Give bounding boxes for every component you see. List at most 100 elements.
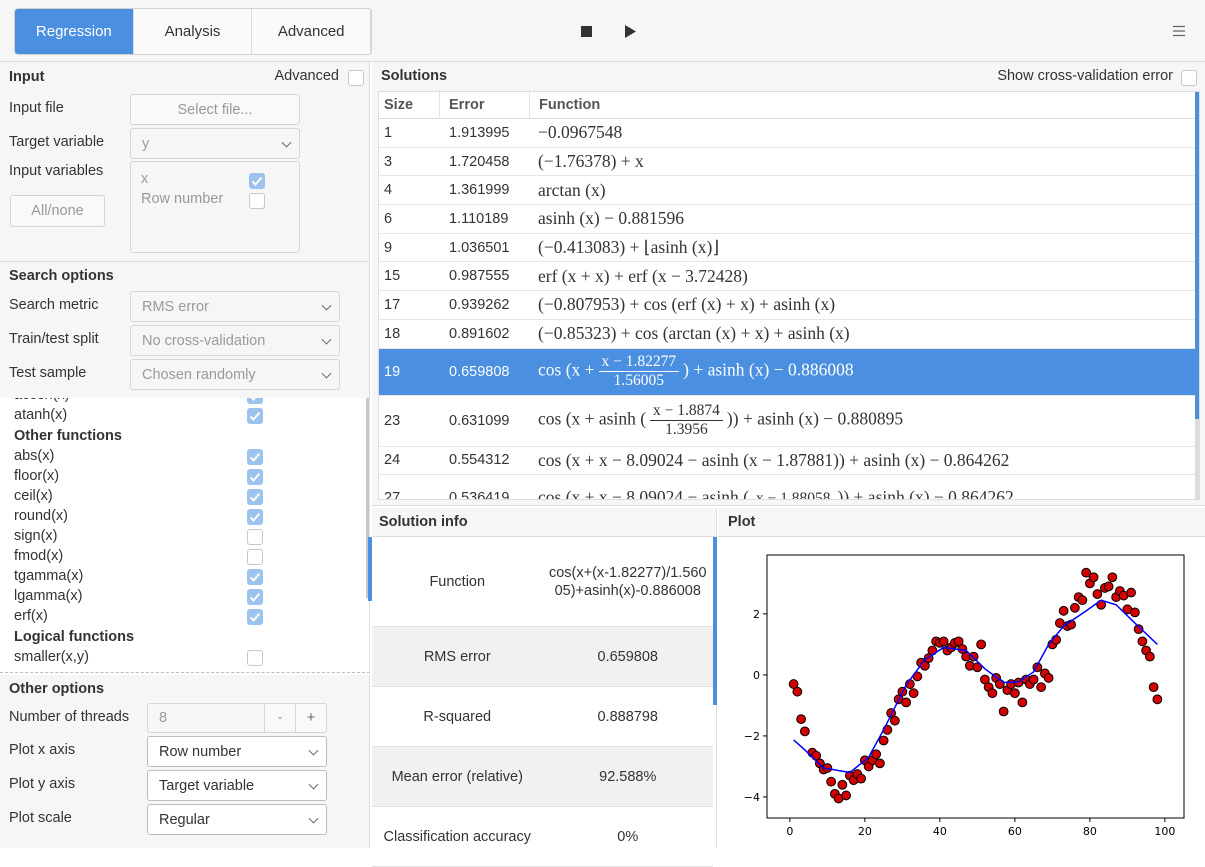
stop-icon[interactable] [581, 26, 592, 37]
all-none-button[interactable]: All/none [10, 195, 105, 227]
function-item: lgamma(x) [0, 587, 366, 607]
checkbox[interactable] [249, 193, 265, 209]
select-file-button[interactable]: Select file... [130, 94, 300, 125]
scrollbar[interactable] [366, 398, 369, 598]
checkbox[interactable] [247, 489, 263, 505]
error: 1.110189 [449, 210, 509, 227]
error: 0.631099 [449, 412, 510, 429]
solution-row[interactable]: 19 0.659808 cos (x + x − 1.82277 1.56005) + … [379, 348, 1195, 396]
function-name: floor(x) [14, 468, 60, 484]
error: 1.036501 [449, 239, 510, 256]
checkbox[interactable] [348, 70, 364, 87]
checkbox[interactable] [247, 509, 263, 525]
section-title: Other options [9, 681, 105, 697]
scrollbar[interactable] [713, 537, 717, 705]
error: 0.939262 [449, 296, 510, 313]
size: 1 [384, 124, 393, 141]
select[interactable]: Chosen randomly [130, 359, 340, 390]
select[interactable]: RMS error [130, 291, 340, 322]
solution-row[interactable]: 17 0.939262 (−0.807953) + cos (erf (x) + x… [379, 291, 1195, 320]
solution-row[interactable]: 24 0.554312 cos (x + x − 8.09024 − asinh (… [379, 447, 1195, 476]
toolbar: Regression Analysis Advanced [0, 0, 1205, 62]
decrement-button[interactable]: - [264, 703, 296, 733]
error: 0.987555 [449, 268, 510, 285]
increment-button[interactable]: + [295, 703, 327, 733]
select[interactable]: Regular [147, 804, 327, 835]
checkbox[interactable] [247, 569, 263, 585]
check-mark [249, 512, 261, 522]
check-icon [249, 592, 261, 602]
checkbox[interactable] [1181, 70, 1197, 87]
data-point [1088, 572, 1099, 583]
error: 1.720458 [449, 153, 510, 170]
target-select[interactable]: y [130, 128, 300, 159]
solution-row[interactable]: 23 0.631099 cos (x + asinh (x − 1.8874 1.39… [379, 396, 1195, 447]
column-header: Size [384, 97, 414, 113]
data-point [1107, 572, 1118, 583]
checkbox[interactable] [247, 449, 263, 465]
select[interactable]: Row number [147, 736, 327, 767]
solution-row[interactable]: 1 1.913995 −0.0967548 [379, 119, 1195, 148]
data-point [826, 776, 837, 787]
section-title: Search options [9, 268, 114, 284]
scrollbar[interactable] [368, 537, 372, 601]
table-header: Size Error Function [379, 92, 1195, 119]
x-tick-label: 60 [1008, 825, 1022, 838]
checkbox[interactable] [247, 650, 263, 666]
tab[interactable]: Advanced [252, 9, 371, 54]
check-icon [249, 452, 261, 462]
function: cos (x + x − 8.09024 − asinh (x − 1.8788… [538, 449, 1010, 470]
solution-row[interactable]: 9 1.036501 (−0.413083) + ⌊asinh (x)⌋ [379, 234, 1195, 263]
checkbox[interactable] [247, 529, 263, 545]
solution-row[interactable]: 6 1.110189 asinh (x) − 0.881596 [379, 205, 1195, 234]
function-part: ) + asinh (x) − 0.886008 [683, 359, 854, 380]
function-item: sign(x) [0, 527, 366, 547]
advanced-label: Advanced [274, 68, 340, 84]
x-tick-label: 0 [786, 825, 793, 838]
solution-row[interactable]: 4 1.361999 arctan (x) [379, 176, 1195, 206]
function: (−1.76378) + x [538, 151, 644, 172]
solution-row[interactable]: 18 0.891602 (−0.85323) + cos (arctan (x) +… [379, 320, 1195, 349]
data-point [1036, 682, 1047, 693]
select[interactable]: Target variable [147, 770, 327, 801]
menu-icon[interactable] [1172, 25, 1186, 37]
data-point [987, 688, 998, 699]
checkbox[interactable] [247, 609, 263, 625]
function: −0.0967548 [538, 122, 623, 143]
run-controls[interactable] [578, 22, 642, 42]
data-point [1077, 595, 1088, 606]
play-icon[interactable] [625, 25, 636, 38]
info-value: 0.888798 [597, 708, 658, 725]
size: 15 [384, 268, 401, 285]
scrollbar[interactable] [1195, 92, 1199, 419]
solution-row[interactable]: 3 1.720458 (−1.76378) + x [379, 148, 1195, 177]
field-label: Test sample [9, 365, 87, 381]
checkbox[interactable] [247, 408, 263, 424]
threads-input[interactable]: 8 [147, 703, 265, 733]
function-item: acosh(x) [0, 398, 366, 406]
checkbox[interactable] [249, 173, 265, 189]
group-title: Other functions [14, 428, 122, 444]
data-point [837, 779, 848, 790]
tab[interactable]: Regression [15, 9, 134, 54]
solution-row[interactable]: 15 0.987555 erf (x + x) + erf (x − 3.72428… [379, 262, 1195, 292]
field-label: Plot scale [9, 810, 72, 826]
error: 1.361999 [449, 182, 510, 199]
solution-row[interactable]: 27 0.536419 cos (x + x − 8.09024 − asinh (… [379, 475, 1195, 499]
solutions-panel: Solutions Show cross-validation error Si… [372, 62, 1205, 506]
info-value: cos(x+(x-1.82277)/1.56005)+asinh(x)-0.88… [548, 564, 707, 599]
checkbox[interactable] [247, 549, 263, 565]
function-item: fmod(x) [0, 547, 366, 567]
function-name: ceil(x) [14, 488, 53, 504]
select[interactable]: No cross-validation [130, 325, 340, 356]
checkbox[interactable] [247, 398, 263, 404]
info-value: 92.588% [599, 768, 657, 785]
checkbox[interactable] [247, 589, 263, 605]
tab[interactable]: Analysis [134, 9, 253, 54]
info-row: Function cos(x+(x-1.82277)/1.56005)+asinh… [372, 537, 713, 627]
function-name: erf(x) [14, 608, 48, 624]
checkbox[interactable] [247, 469, 263, 485]
info-label: Function [429, 573, 486, 590]
function: (−0.413083) + ⌊asinh (x)⌋ [538, 237, 720, 258]
data-point [1148, 682, 1159, 693]
